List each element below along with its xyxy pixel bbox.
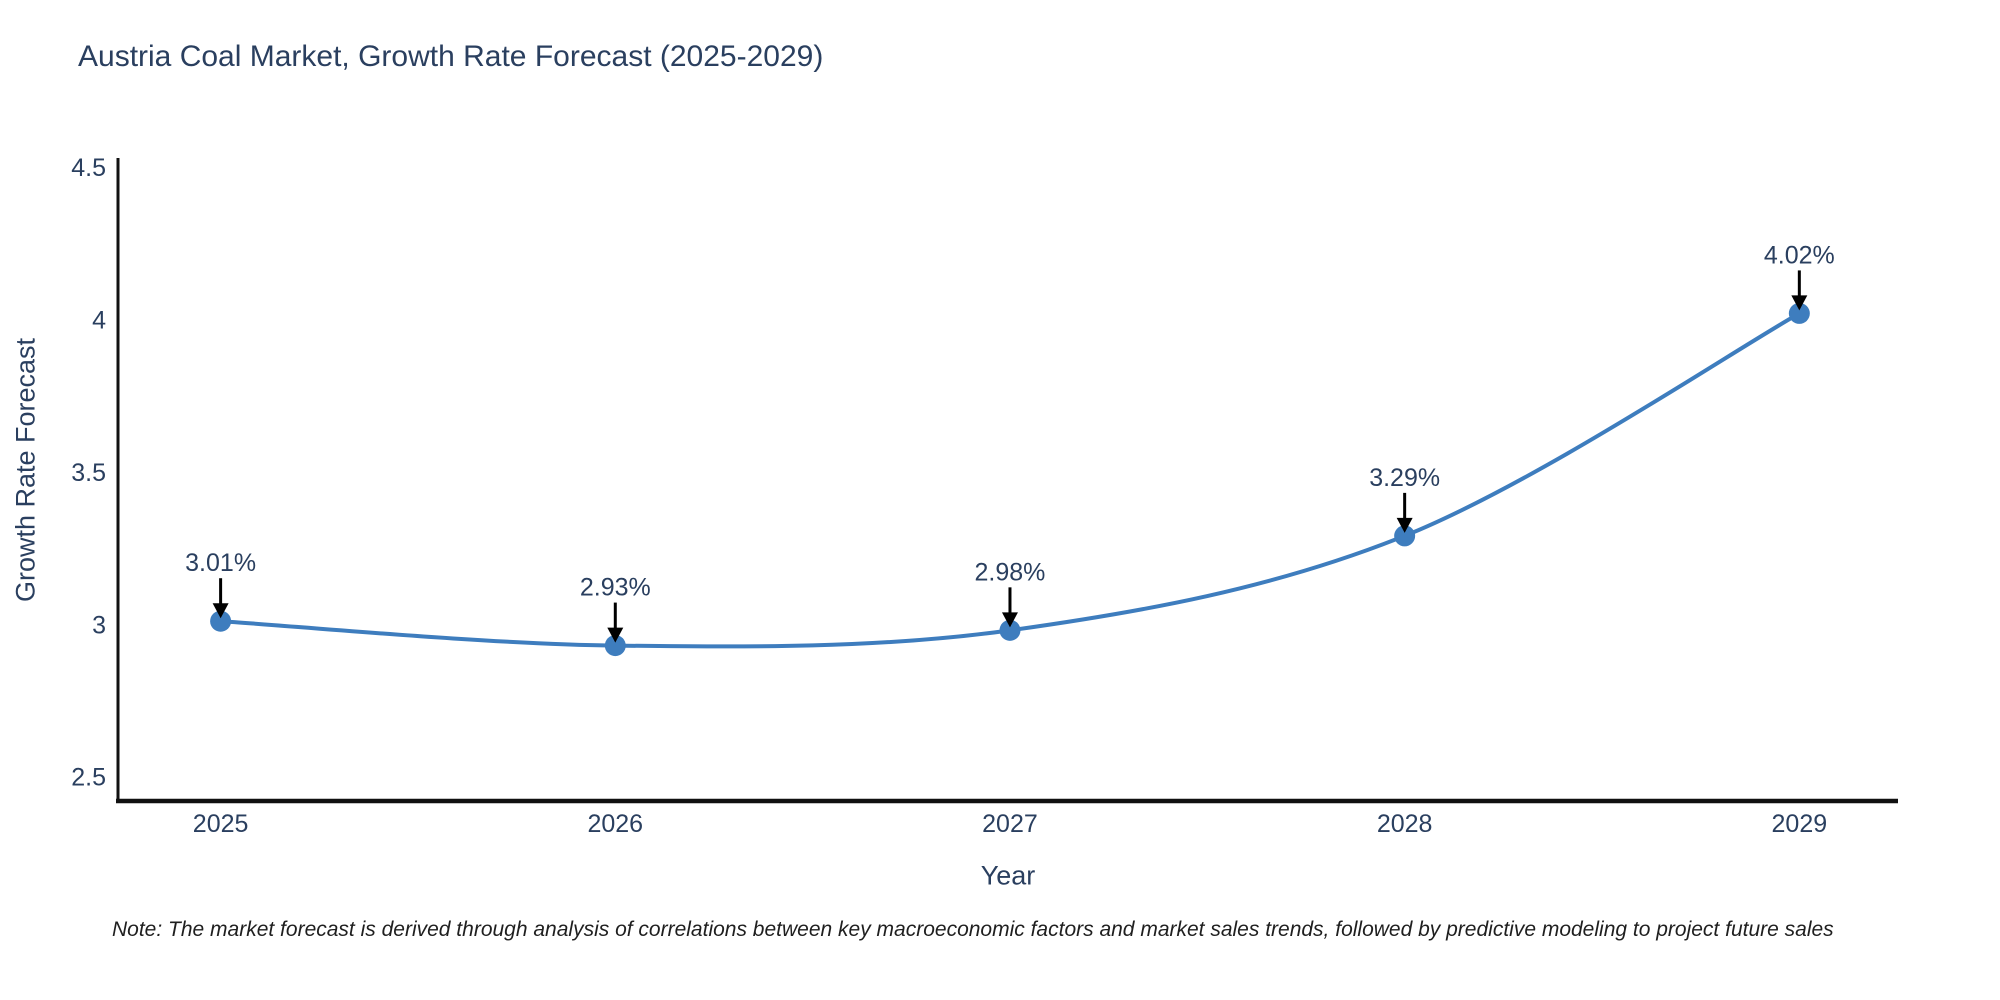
point-value-label: 3.01% (185, 549, 256, 577)
annotation-arrowhead (1791, 295, 1808, 311)
x-tick-label: 2027 (982, 810, 1038, 838)
annotation-arrowhead (607, 627, 624, 643)
y-tick-label: 3 (92, 611, 106, 639)
data-point-marker (604, 635, 626, 657)
y-tick-label: 4 (92, 307, 106, 335)
point-value-label: 3.29% (1369, 464, 1440, 492)
x-tick-label: 2028 (1377, 810, 1433, 838)
x-axis-title: Year (980, 860, 1036, 891)
chart-title: Austria Coal Market, Growth Rate Forecas… (78, 40, 824, 73)
data-point-marker (1788, 302, 1810, 324)
y-tick-label: 2.5 (71, 764, 106, 792)
data-point-marker (1394, 525, 1416, 547)
annotation-arrowhead (1396, 517, 1413, 533)
annotation-arrowhead (212, 603, 229, 619)
data-point-marker (210, 610, 232, 632)
point-value-label: 2.98% (975, 558, 1046, 586)
x-tick-label: 2025 (193, 810, 249, 838)
y-tick-label: 4.5 (71, 154, 106, 182)
x-tick-label: 2026 (587, 810, 643, 838)
annotation-arrowhead (1001, 612, 1018, 628)
x-tick-label: 2029 (1772, 810, 1828, 838)
point-value-label: 4.02% (1764, 241, 1835, 269)
y-tick-label: 3.5 (71, 459, 106, 487)
data-point-marker (999, 619, 1021, 641)
point-value-label: 2.93% (580, 574, 651, 602)
footnote: Note: The market forecast is derived thr… (112, 918, 1834, 941)
